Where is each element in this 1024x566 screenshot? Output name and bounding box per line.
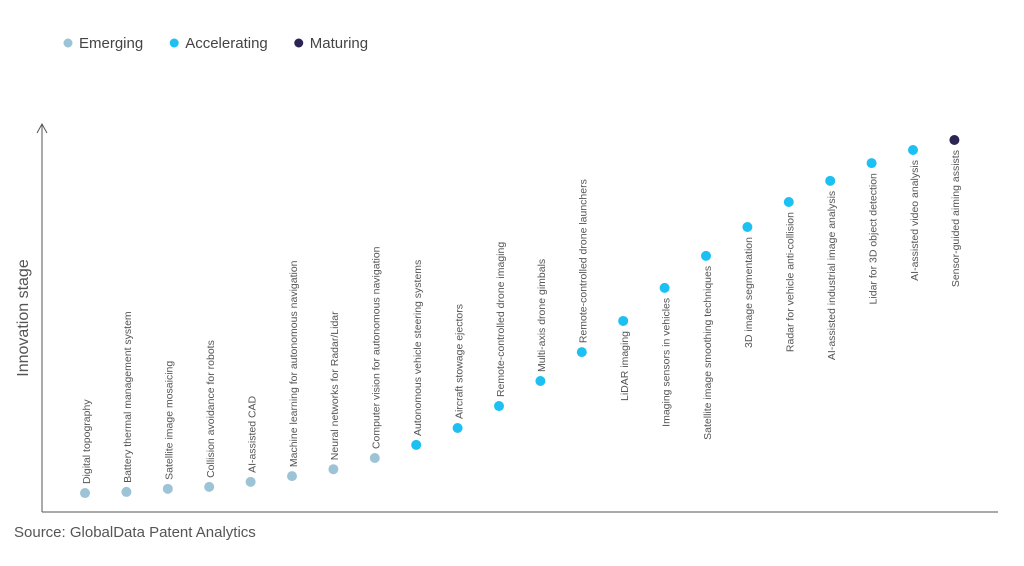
data-point [701,250,711,261]
data-point [659,282,670,293]
data-point [535,376,546,387]
point-label: AI-assisted CAD [246,395,258,472]
point-label: Collision avoidance for robots [205,340,217,478]
point-label: AI-assisted industrial image analysis [826,191,838,360]
legend-marker [169,38,179,48]
point-label: Satellite image smoothing techniques [702,266,714,440]
data-point [742,222,753,233]
point-label: Remote-controlled drone imaging [495,242,507,397]
legend-label: Emerging [79,35,143,52]
point-label: Computer vision for autonomous navigatio… [371,246,383,449]
point-label: Lidar for 3D object detection [867,173,879,304]
point-label: Multi-axis drone gimbals [536,259,548,372]
data-point [245,476,256,487]
point-label: Aircraft stowage ejectors [453,304,465,419]
point-label: Neural networks for Radar/Lidar [329,311,341,460]
point-label: Machine learning for autonomous navigati… [288,260,300,467]
legend-label: Maturing [310,35,368,52]
point-label: Autonomous vehicle steering systems [412,260,424,436]
point-label: AI-assisted video analysis [909,160,921,281]
data-point [908,145,918,156]
data-point [949,135,960,146]
point-label: Digital topography [81,399,93,484]
data-point [825,175,836,186]
y-axis-label: Innovation stage [15,259,32,377]
data-point [866,158,877,169]
legend-marker [294,38,304,48]
data-point [204,481,215,492]
point-label: Remote-controlled drone launchers [578,179,590,343]
data-point [783,197,794,207]
y-axis-arrow [36,122,48,134]
data-point [121,486,132,497]
data-point [162,483,173,494]
point-label: Imaging sensors in vehicles [660,298,672,427]
data-point [618,315,629,326]
data-point [452,422,463,433]
data-point [369,453,380,464]
data-point [411,439,422,450]
data-point [80,488,90,499]
point-label: Radar for vehicle anti-collision [785,212,797,352]
legend-marker [63,38,73,48]
data-point [576,347,587,358]
data-point [328,464,339,475]
point-label: 3D image segmentation [743,237,755,348]
point-label: Satellite image mosaicing [164,361,176,480]
data-point [287,471,297,482]
point-label: Battery thermal management system [122,311,134,483]
data-point [494,401,504,412]
source: Source: GlobalData Patent Analytics [14,524,256,541]
point-label: LiDAR imaging [619,331,631,401]
legend-label: Accelerating [185,35,268,52]
point-label: Sensor-guided aiming assists [950,150,962,287]
